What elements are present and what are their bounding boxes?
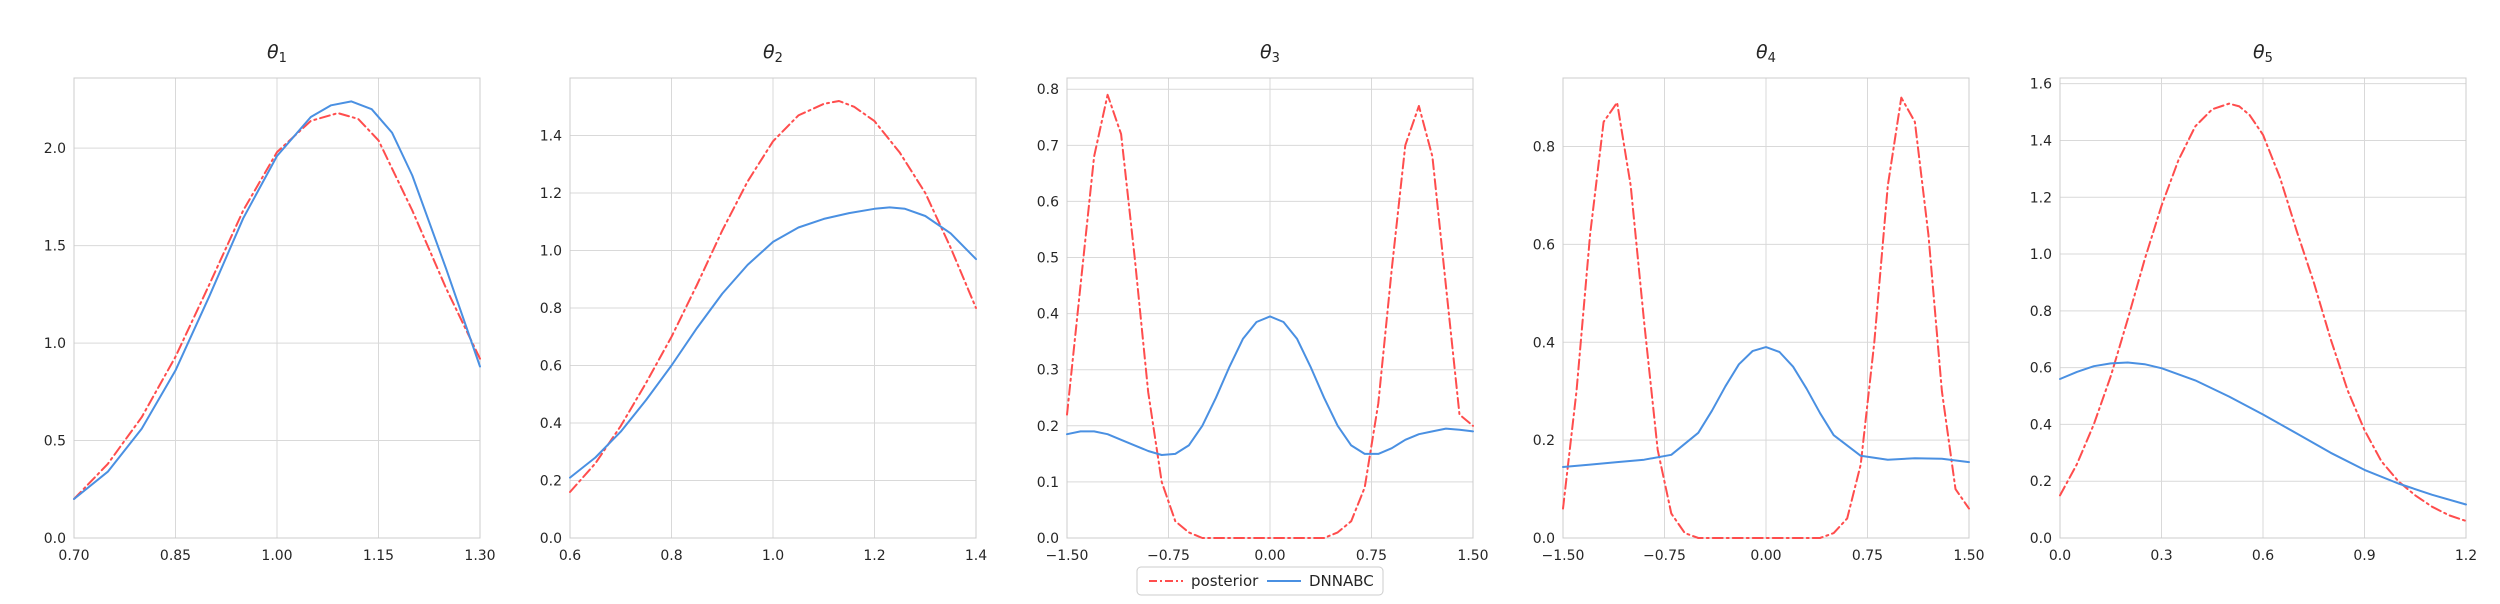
legend-label-dnnabc: DNNABC [1309, 572, 1374, 590]
x-tick-label: 1.15 [363, 548, 394, 564]
y-tick-label: 0.5 [44, 434, 66, 450]
y-tick-label: 1.0 [2030, 247, 2052, 263]
y-tick-label: 0.8 [1533, 140, 1555, 156]
y-tick-label: 0.8 [1037, 82, 1059, 98]
x-tick-label: 0.00 [1750, 548, 1781, 564]
y-tick-label: 0.0 [2030, 531, 2052, 547]
x-tick-label: 1.30 [464, 548, 495, 564]
series-line-posterior [1066, 93, 1474, 539]
series-line-dnnabc [569, 206, 977, 479]
y-tick-label: 0.1 [1037, 475, 1059, 491]
chart-panel-3: −1.50 −0.75 0.00 0.75 1.50 0.0 0.1 0.2 0.3 0.4 0.5… [1037, 41, 1489, 564]
y-tick-label: 0.2 [1037, 419, 1059, 435]
panel-title: θ4 [1756, 41, 1776, 66]
y-tick-label: 0.6 [1037, 194, 1059, 210]
series-line-posterior [1562, 96, 1970, 539]
y-tick-label: 0.7 [1037, 138, 1059, 154]
y-tick-label: 0.4 [1037, 307, 1059, 323]
x-tick-label: 1.0 [762, 548, 784, 564]
y-tick-label: 1.0 [44, 336, 66, 352]
x-tick-label: 0.85 [160, 548, 191, 564]
legend-frame [1136, 566, 1384, 596]
y-tick-label: 0.3 [1037, 363, 1059, 379]
y-tick-label: 1.0 [540, 244, 562, 260]
x-tick-label: −0.75 [1147, 548, 1190, 564]
legend-label-posterior: posterior [1191, 572, 1259, 590]
x-tick-label: 0.3 [2150, 548, 2172, 564]
y-tick-label: 1.4 [2030, 133, 2052, 149]
y-tick-label: 0.4 [2030, 417, 2052, 433]
x-tick-label: 1.2 [863, 548, 885, 564]
x-tick-label: 0.75 [1356, 548, 1387, 564]
plot-frame [73, 77, 481, 539]
y-tick-label: 1.4 [540, 129, 562, 145]
x-tick-label: 0.6 [559, 548, 581, 564]
y-tick-label: 0.2 [540, 474, 562, 490]
x-tick-label: 1.50 [1953, 548, 1984, 564]
x-tick-label: 1.50 [1457, 548, 1488, 564]
panel-title: θ5 [2253, 41, 2273, 66]
x-tick-label: 1.2 [2455, 548, 2477, 564]
x-tick-label: 0.0 [2049, 548, 2071, 564]
x-tick-label: 0.75 [1852, 548, 1883, 564]
chart-panel-4: −1.50 −0.75 0.00 0.75 1.50 0.0 0.2 0.4 0.6 0.8 θ4 [1533, 41, 1985, 564]
chart-panel-2: 0.6 0.8 1.0 1.2 1.4 0.0 0.2 0.4 0.6 0.8 1.0 1.2 1.4 θ… [540, 41, 987, 564]
y-tick-label: 1.2 [540, 186, 562, 202]
series-line-dnnabc [73, 100, 481, 500]
x-tick-label: −0.75 [1643, 548, 1686, 564]
panel-title: θ3 [1260, 41, 1280, 66]
y-tick-label: 0.2 [1533, 433, 1555, 449]
plot-frame [2059, 77, 2467, 539]
y-tick-label: 0.6 [2030, 361, 2052, 377]
x-tick-label: 1.00 [261, 548, 292, 564]
y-tick-label: 0.0 [1037, 531, 1059, 547]
panel-title: θ1 [267, 41, 287, 66]
series-line-dnnabc [1066, 315, 1474, 456]
x-tick-label: 0.8 [660, 548, 682, 564]
y-tick-label: 0.4 [1533, 335, 1555, 351]
series-line-dnnabc [2059, 361, 2467, 506]
y-tick-label: 0.0 [540, 531, 562, 547]
x-tick-label: 1.4 [965, 548, 987, 564]
y-tick-label: 0.0 [1533, 531, 1555, 547]
y-tick-label: 0.2 [2030, 474, 2052, 490]
panel-title: θ2 [763, 41, 783, 66]
x-tick-label: −1.50 [1046, 548, 1089, 564]
x-tick-label: 0.00 [1254, 548, 1285, 564]
series-line-dnnabc [1562, 346, 1970, 468]
y-tick-label: 1.6 [2030, 77, 2052, 93]
y-tick-label: 0.6 [1533, 237, 1555, 253]
y-tick-label: 0.6 [540, 359, 562, 375]
x-tick-label: −1.50 [1542, 548, 1585, 564]
y-tick-label: 2.0 [44, 141, 66, 157]
x-tick-label: 0.6 [2252, 548, 2274, 564]
x-tick-label: 0.9 [2353, 548, 2375, 564]
chart-panel-1: 0.70 0.85 1.00 1.15 1.30 0.0 0.5 1.0 1.5 2.0 θ1 [44, 41, 496, 564]
y-tick-label: 0.8 [540, 301, 562, 317]
series-line-posterior [569, 100, 977, 493]
y-tick-label: 1.5 [44, 239, 66, 255]
series-line-posterior [2059, 102, 2467, 522]
x-tick-label: 0.70 [58, 548, 89, 564]
y-tick-label: 0.4 [540, 416, 562, 432]
y-tick-label: 0.8 [2030, 304, 2052, 320]
legend: posterior DNNABC [1136, 566, 1384, 596]
y-tick-label: 0.5 [1037, 251, 1059, 267]
y-tick-label: 0.0 [44, 531, 66, 547]
y-tick-label: 1.2 [2030, 190, 2052, 206]
chart-panel-5: 0.0 0.3 0.6 0.9 1.2 0.0 0.2 0.4 0.6 0.8 1.0 1.2 1.4 1… [2030, 41, 2477, 564]
